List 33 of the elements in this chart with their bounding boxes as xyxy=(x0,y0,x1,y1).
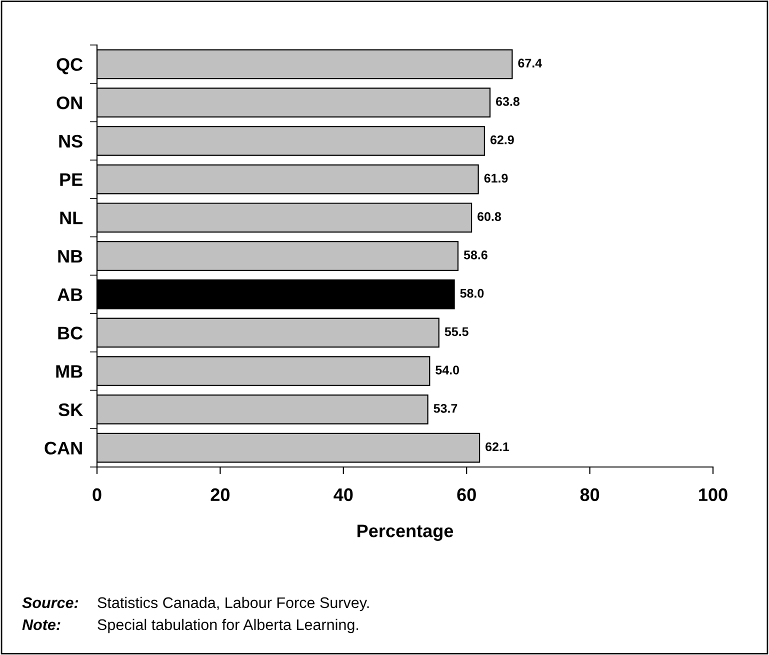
y-tick-label: SK xyxy=(58,403,83,416)
x-tick-label: 40 xyxy=(334,488,353,502)
data-label: 62.1 xyxy=(486,442,510,452)
text: Special tabulation for Alberta Learning. xyxy=(98,618,358,634)
data-label: 61.9 xyxy=(484,174,508,183)
data-label: 63.8 xyxy=(496,97,520,106)
x-tick-label: 100 xyxy=(699,488,728,502)
y-tick-label: AB xyxy=(57,288,82,301)
data-label: 58.6 xyxy=(464,250,488,260)
y-tick-label: QC xyxy=(56,58,83,74)
y-tick-label: NL xyxy=(60,212,83,224)
text: Statistics Canada, Labour Force Survey. xyxy=(98,596,369,612)
y-tick-label: ON xyxy=(56,96,82,110)
y-tick-label: BC xyxy=(58,326,83,340)
y-tick-label: NS xyxy=(59,134,82,148)
y-tick-label: CAN xyxy=(44,442,82,455)
data-label: 55.5 xyxy=(444,327,468,336)
data-label: 58.0 xyxy=(460,288,484,298)
data-label: 54.0 xyxy=(436,366,460,374)
x-tick-label: 60 xyxy=(457,488,476,502)
data-label: 67.4 xyxy=(518,58,542,68)
source-note: Source: xyxy=(22,597,78,608)
x-axis-title: Percentage xyxy=(358,524,454,541)
data-label: 53.7 xyxy=(434,404,458,413)
text: Note: xyxy=(22,619,60,630)
data-label: 62.9 xyxy=(490,135,514,144)
data-label: 60.8 xyxy=(478,212,502,221)
x-tick-label: 20 xyxy=(210,488,230,502)
y-tick-label: PE xyxy=(60,173,82,186)
x-tick-label: 80 xyxy=(580,488,600,502)
y-tick-label: MB xyxy=(56,365,82,378)
y-tick-label: NB xyxy=(58,250,82,263)
x-tick-label: 0 xyxy=(92,488,102,502)
